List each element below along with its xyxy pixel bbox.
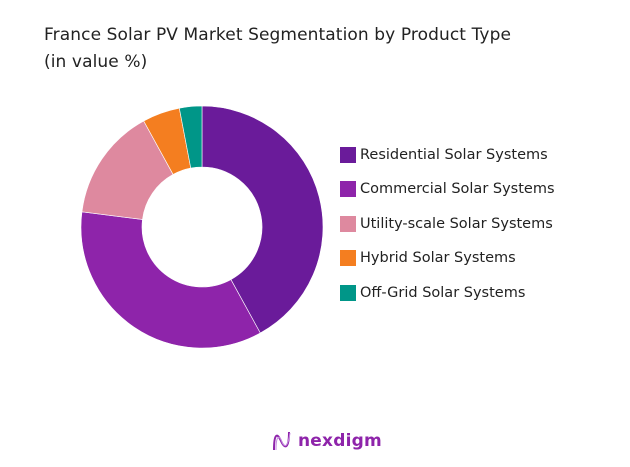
slice-residential-solar-systems bbox=[201, 105, 324, 334]
legend-item-residential: Residential Solar Systems bbox=[340, 143, 555, 166]
legend-item-commercial: Commercial Solar Systems bbox=[340, 178, 555, 201]
slice-commercial-solar-systems bbox=[80, 211, 261, 349]
legend-label: Commercial Solar Systems bbox=[360, 181, 555, 197]
legend-item-hybrid: Hybrid Solar Systems bbox=[340, 247, 555, 270]
legend: Residential Solar Systems Commercial Sol… bbox=[340, 143, 555, 316]
logo-text: nexdigm bbox=[298, 431, 382, 451]
legend-swatch bbox=[340, 250, 356, 266]
nexdigm-logo: nexdigm bbox=[272, 430, 382, 452]
legend-label: Utility-scale Solar Systems bbox=[360, 215, 553, 232]
nexdigm-wave-icon bbox=[273, 431, 291, 451]
legend-swatch bbox=[340, 146, 356, 163]
legend-label: Residential Solar Systems bbox=[360, 146, 548, 163]
legend-label: Hybrid Solar Systems bbox=[360, 250, 516, 266]
legend-swatch bbox=[340, 215, 356, 232]
legend-label: Off-Grid Solar Systems bbox=[360, 284, 526, 301]
chart-title-line-2: (in value %) bbox=[44, 52, 148, 72]
legend-item-utility-scale: Utility-scale Solar Systems bbox=[340, 212, 555, 235]
chart-title: France Solar PV Market Segmentation by P… bbox=[44, 22, 511, 76]
chart-title-line-1: France Solar PV Market Segmentation by P… bbox=[44, 25, 512, 45]
legend-swatch bbox=[340, 181, 356, 197]
legend-swatch bbox=[340, 284, 356, 301]
legend-item-off-grid: Off-Grid Solar Systems bbox=[340, 281, 555, 304]
slice-off-grid-solar-systems bbox=[178, 105, 203, 169]
